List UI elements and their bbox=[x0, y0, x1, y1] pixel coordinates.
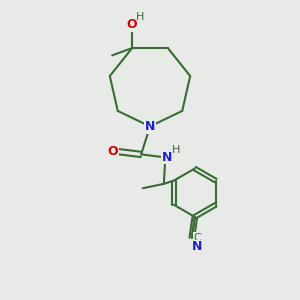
Text: N: N bbox=[162, 151, 172, 164]
Text: N: N bbox=[145, 120, 155, 133]
Text: H: H bbox=[172, 145, 181, 155]
Text: O: O bbox=[107, 145, 118, 158]
Text: H: H bbox=[136, 12, 145, 22]
Text: C: C bbox=[193, 233, 201, 243]
Text: N: N bbox=[192, 240, 202, 254]
Text: O: O bbox=[127, 18, 137, 31]
